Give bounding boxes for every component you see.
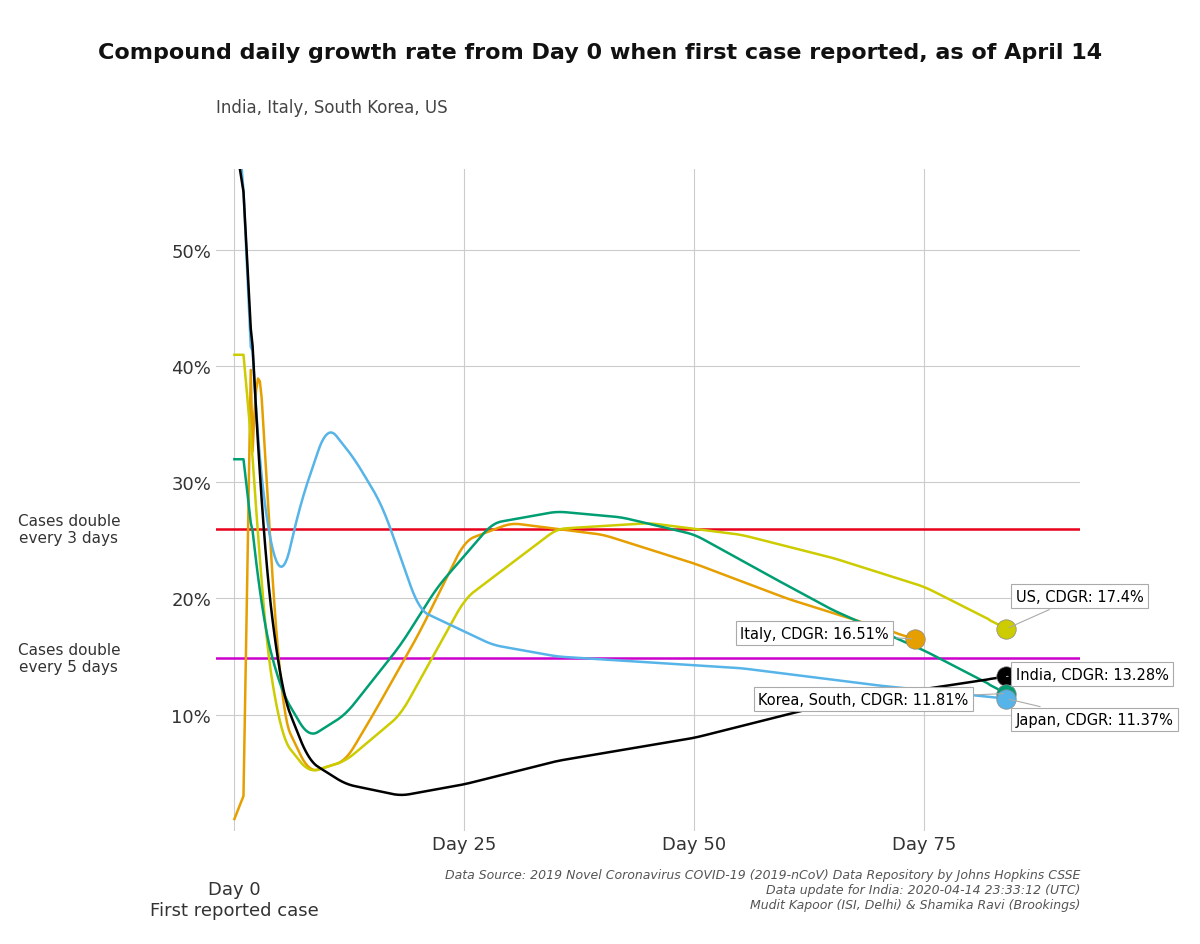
Text: Data Source: 2019 Novel Coronavirus COVID-19 (2019-nCoV) Data Repository by John: Data Source: 2019 Novel Coronavirus COVI…: [445, 868, 1080, 911]
Text: Cases double
every 3 days: Cases double every 3 days: [18, 514, 120, 546]
Text: India, Italy, South Korea, US: India, Italy, South Korea, US: [216, 99, 448, 117]
Text: Compound daily growth rate from Day 0 when first case reported, as of April 14: Compound daily growth rate from Day 0 wh…: [98, 42, 1102, 62]
Text: Cases double
every 5 days: Cases double every 5 days: [18, 642, 120, 675]
Text: Korea, South, CDGR: 11.81%: Korea, South, CDGR: 11.81%: [758, 692, 1003, 707]
Text: US, CDGR: 17.4%: US, CDGR: 17.4%: [1009, 589, 1144, 628]
Text: India, CDGR: 13.28%: India, CDGR: 13.28%: [1007, 667, 1169, 682]
Text: Japan, CDGR: 11.37%: Japan, CDGR: 11.37%: [1009, 700, 1174, 727]
Text: Italy, CDGR: 16.51%: Italy, CDGR: 16.51%: [740, 626, 912, 641]
Text: Day 0
First reported case: Day 0 First reported case: [150, 880, 319, 919]
